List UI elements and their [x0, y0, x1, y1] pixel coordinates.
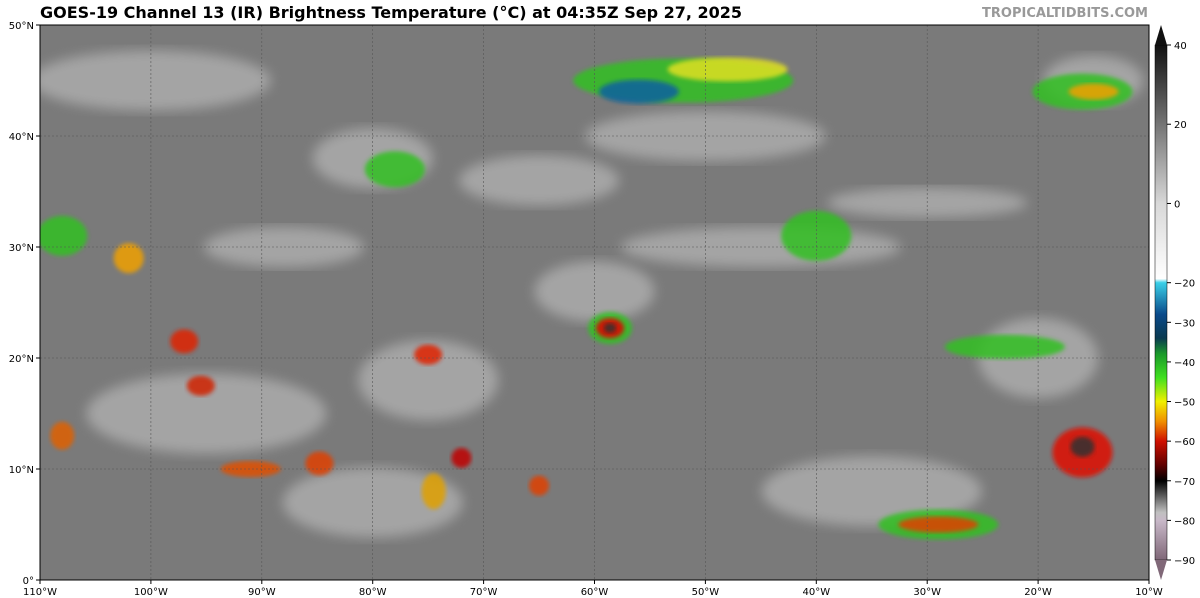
cloud-layer [40, 50, 1144, 540]
cold-cloud-top [604, 323, 617, 334]
cloud-area [86, 373, 327, 454]
lon-tick-label: 20°W [1024, 587, 1052, 598]
lon-tick-label: 60°W [581, 587, 609, 598]
cold-cloud-top [40, 215, 88, 256]
lon-tick-label: 70°W [470, 587, 498, 598]
colorbar-tick-label: −70 [1174, 477, 1195, 488]
cold-cloud-top [186, 375, 215, 396]
cold-cloud-top [1070, 436, 1095, 457]
colorbar-tick-label: 40 [1174, 41, 1187, 52]
cloud-area [203, 227, 364, 267]
cloud-area [459, 155, 620, 206]
colorbar-tick-label: −90 [1174, 556, 1195, 567]
lat-tick-label: 0° [23, 576, 34, 587]
graticule [40, 25, 1149, 580]
cold-cloud-top [220, 461, 281, 477]
colorbar-tick-label: −40 [1174, 358, 1195, 369]
lon-tick-label: 100°W [134, 587, 168, 598]
cold-cloud-top [113, 243, 144, 274]
cold-cloud-top [50, 421, 75, 450]
lon-tick-label: 90°W [248, 587, 276, 598]
map-title: GOES-19 Channel 13 (IR) Brightness Tempe… [40, 3, 743, 22]
cloud-area [358, 340, 499, 421]
lon-tick-label: 40°W [802, 587, 830, 598]
cold-cloud-top [598, 79, 679, 104]
colorbar-tick-label: −20 [1174, 279, 1195, 290]
cold-cloud-top [898, 516, 979, 533]
colorbar-min-arrow [1155, 560, 1167, 580]
map-axes: 110°W 100°W 90°W 80°W 70°W 60°W 50°W 40°W 30°W 20… [9, 21, 1163, 598]
cold-cloud-top [451, 447, 472, 468]
brand-watermark: TROPICALTIDBITS.COM [982, 6, 1148, 21]
cold-cloud-top [667, 57, 788, 82]
colorbar-tick-label: −80 [1174, 516, 1195, 527]
lat-tick-label: 10°N [9, 465, 34, 476]
cold-cloud-top [781, 210, 852, 261]
cold-cloud-top [944, 334, 1065, 359]
cloud-area [40, 50, 271, 111]
colorbar-tick-label: −30 [1174, 318, 1195, 329]
lat-tick-label: 30°N [9, 243, 34, 254]
lat-tick-label: 50°N [9, 21, 34, 32]
cloud-area [534, 261, 655, 322]
cloud-area [761, 456, 982, 527]
cold-cloud-top [1068, 83, 1119, 100]
lat-tick-label: 40°N [9, 132, 34, 143]
lon-tick-label: 10°W [1135, 587, 1163, 598]
colorbar: 40 20 0 −20 −30 −40 −50 −60 −70 −80 −90 [1154, 25, 1195, 580]
lon-tick-label: 30°W [913, 587, 941, 598]
cold-cloud-top [421, 473, 446, 510]
colorbar-tick-label: −50 [1174, 398, 1195, 409]
lon-tick-label: 110°W [23, 587, 57, 598]
lon-tick-label: 80°W [359, 587, 387, 598]
colorbar-max-arrow [1155, 25, 1167, 45]
cold-cloud-top [529, 475, 550, 496]
cold-cloud-top [305, 451, 334, 476]
cold-cloud-top [364, 151, 425, 188]
colorbar-tick-label: −60 [1174, 437, 1195, 448]
colorbar-tick-label: 20 [1174, 120, 1187, 131]
lon-tick-label: 50°W [692, 587, 720, 598]
lat-tick-label: 20°N [9, 354, 34, 365]
cold-cloud-top [170, 329, 199, 354]
cold-cloud-top [414, 344, 443, 365]
colorbar-scale [1154, 44, 1168, 561]
colorbar-tick-label: 0 [1174, 199, 1180, 210]
